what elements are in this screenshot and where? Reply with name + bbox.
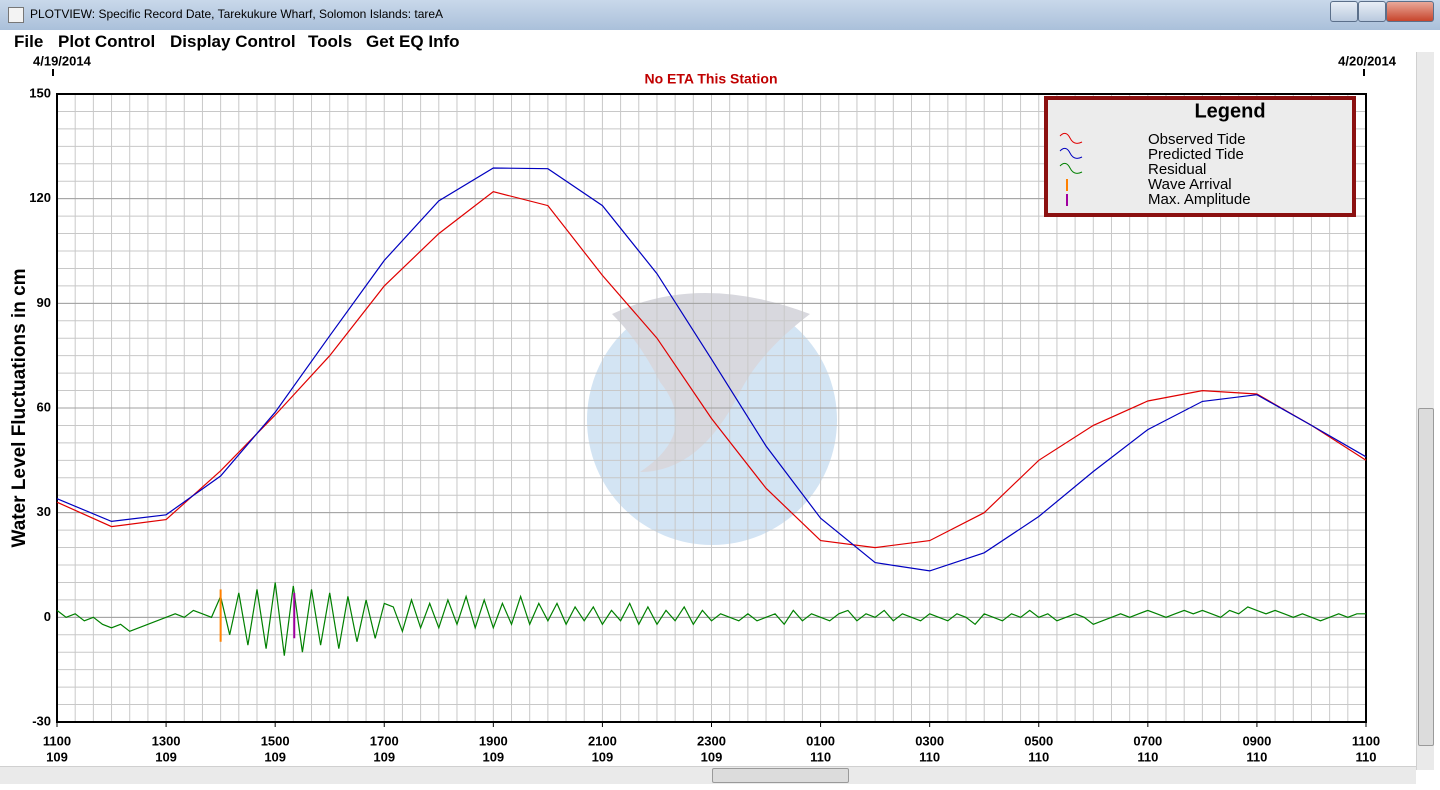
menu-item[interactable]: Plot Control — [58, 32, 156, 51]
x-tick-day: 110 — [919, 749, 940, 764]
x-tick-label: 2300 — [697, 733, 726, 748]
x-tick-day: 110 — [810, 749, 831, 764]
title-bar: PLOTVIEW: Specific Record Date, Tarekuku… — [0, 0, 1440, 31]
legend-label: Observed Tide — [1148, 131, 1246, 148]
menu-bar: File Plot Control Display Control Tools … — [0, 30, 1440, 52]
close-button[interactable] — [1386, 1, 1434, 22]
y-tick-label: 90 — [37, 295, 51, 310]
x-tick-day: 110 — [1137, 749, 1158, 764]
chart: -300306090120150110010913001091500109170… — [9, 53, 1397, 764]
window-title: PLOTVIEW: Specific Record Date, Tarekuku… — [30, 7, 444, 21]
scroll-thumb[interactable] — [712, 768, 849, 783]
legend-box — [1044, 96, 1356, 217]
maximize-button[interactable] — [1358, 1, 1386, 22]
horizontal-scrollbar[interactable] — [0, 766, 1416, 784]
x-tick-day: 109 — [46, 749, 68, 764]
legend-icon — [1059, 132, 1083, 144]
x-tick-label: 1900 — [479, 733, 508, 748]
menu-item[interactable]: Get EQ Info — [366, 32, 460, 51]
x-tick-label: 1300 — [152, 733, 181, 748]
x-tick-label: 1700 — [370, 733, 399, 748]
series-line — [56, 582, 1366, 656]
legend-label: Max. Amplitude — [1148, 191, 1251, 208]
plot-frame — [56, 93, 1367, 723]
x-tick-day: 109 — [373, 749, 395, 764]
legend-icon — [1059, 147, 1083, 159]
x-tick-day: 110 — [1028, 749, 1049, 764]
x-tick-label: 0700 — [1133, 733, 1162, 748]
legend-title: Legend — [1194, 100, 1265, 122]
x-tick-day: 109 — [701, 749, 723, 764]
app-icon — [8, 7, 24, 23]
x-tick-label: 1500 — [261, 733, 290, 748]
y-tick-label: 150 — [29, 85, 51, 100]
x-tick-label: 1100 — [43, 733, 71, 748]
x-tick-day: 109 — [592, 749, 614, 764]
x-tick-label: 2100 — [588, 733, 617, 748]
x-tick-day: 109 — [482, 749, 504, 764]
x-tick-day: 109 — [264, 749, 286, 764]
legend-label: Predicted Tide — [1148, 146, 1244, 163]
legend-label: Residual — [1148, 161, 1206, 178]
x-tick-label: 0100 — [806, 733, 835, 748]
y-tick-label: 120 — [29, 190, 51, 205]
menu-item[interactable]: Tools — [308, 32, 353, 51]
menu-item[interactable]: File — [14, 32, 44, 51]
x-tick-label: 0300 — [915, 733, 944, 748]
y-axis-label: Water Level Fluctuations in cm — [9, 268, 30, 547]
x-tick-label: 0900 — [1242, 733, 1271, 748]
minimize-button[interactable] — [1330, 1, 1358, 22]
series-line — [56, 167, 1367, 572]
end-date: 4/20/2014 — [1338, 53, 1397, 68]
y-tick-label: 30 — [37, 504, 51, 519]
series-line — [56, 191, 1367, 549]
x-tick-label: 1100 — [1352, 733, 1380, 748]
scroll-thumb[interactable] — [1418, 408, 1434, 746]
menu-item[interactable]: Display Control — [170, 32, 296, 51]
x-tick-day: 109 — [155, 749, 177, 764]
x-tick-label: 0500 — [1024, 733, 1053, 748]
x-tick-day: 110 — [1356, 749, 1377, 764]
y-tick-label: 60 — [37, 399, 51, 414]
legend-icon — [1059, 162, 1083, 174]
y-tick-label: 0 — [44, 609, 51, 624]
vertical-scrollbar[interactable] — [1416, 52, 1434, 770]
y-tick-label: -30 — [32, 713, 51, 728]
start-date: 4/19/2014 — [33, 53, 92, 68]
chart-title: No ETA This Station — [645, 71, 778, 87]
legend-label: Wave Arrival — [1148, 176, 1232, 193]
x-tick-day: 110 — [1246, 749, 1267, 764]
